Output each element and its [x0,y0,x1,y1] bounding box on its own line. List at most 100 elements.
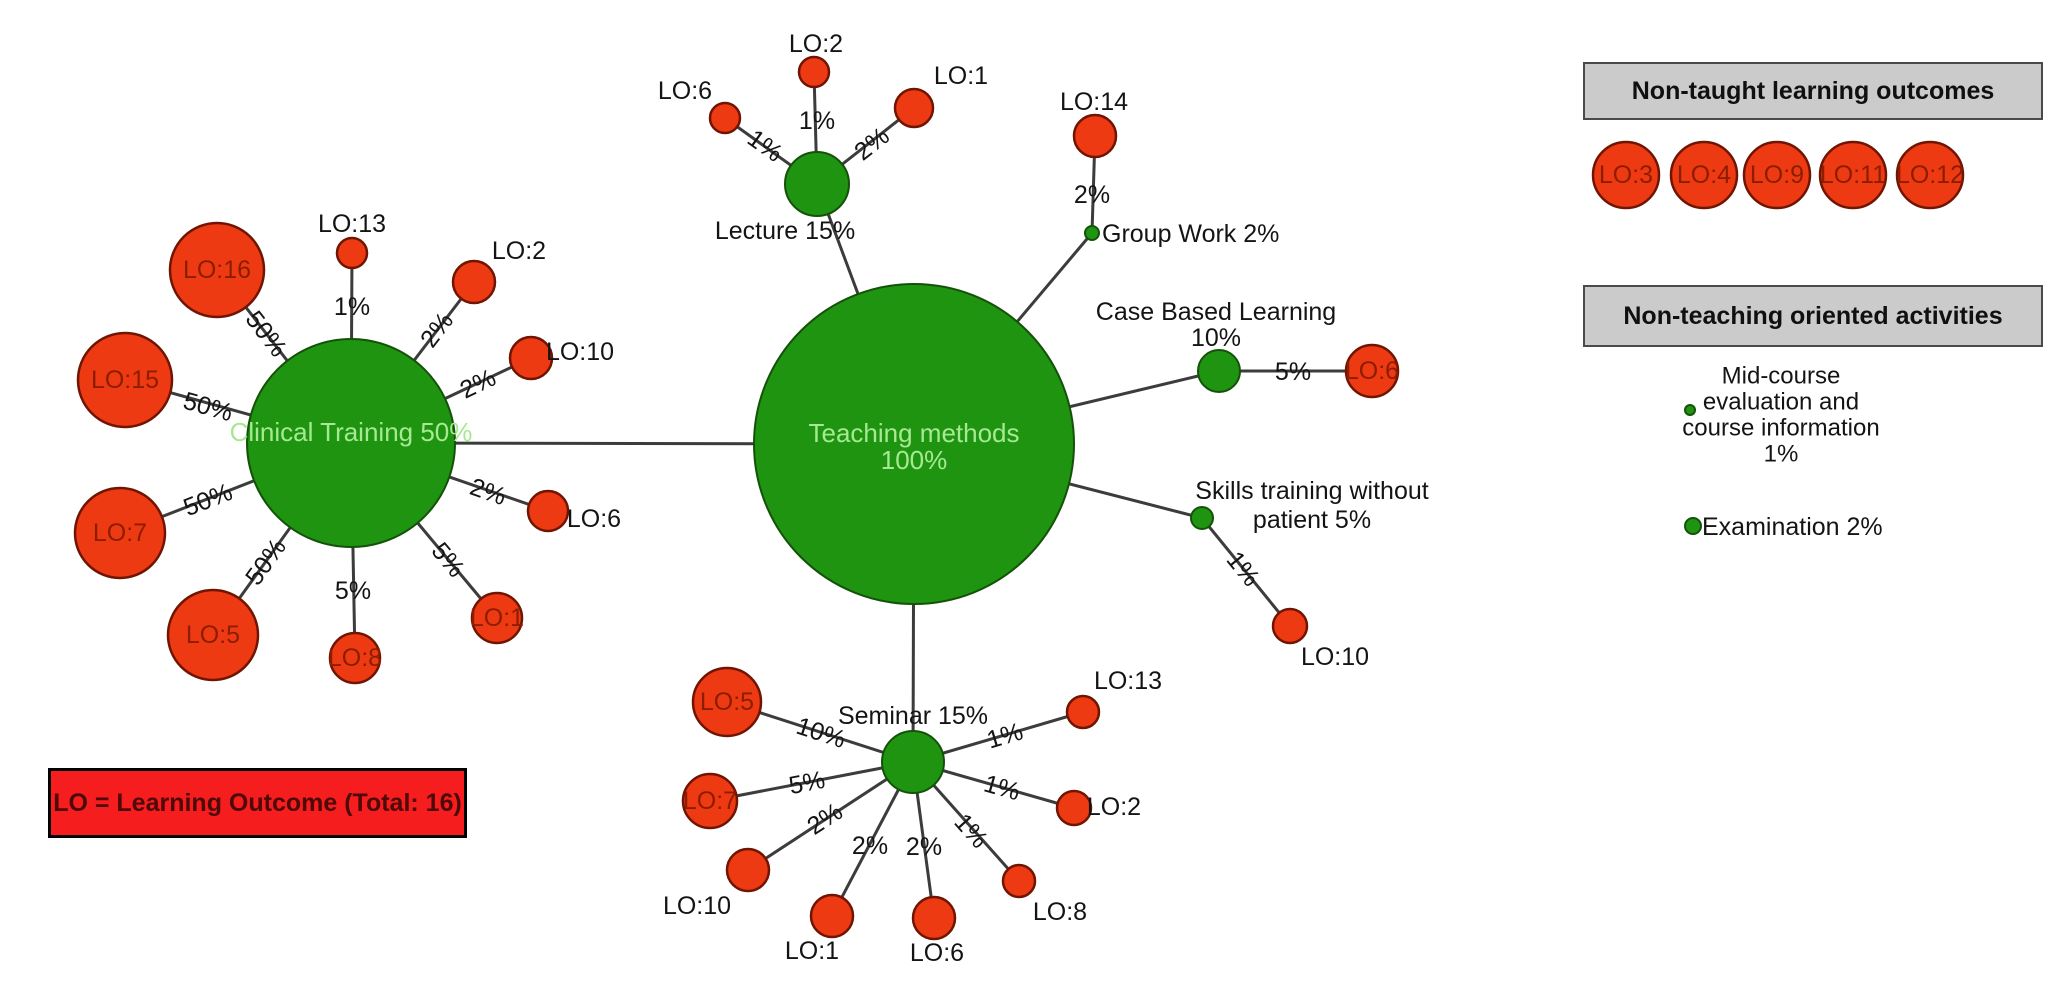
edge-pct-clinical-lo6_cl: 2% [466,473,509,511]
note-box: LO = Learning Outcome (Total: 16) [48,768,467,838]
outcome-node-lo7_sem [681,772,739,830]
edge-seminar-lo10_sem [747,760,914,872]
activity-node-seminar [881,730,945,794]
outcome-node-lo10_sem [725,847,771,893]
outcome-node-lo2_cl [451,259,497,305]
label-lo8_cl: LO:8 [328,644,382,672]
midcourse-text: Mid-course [1722,363,1841,390]
activity-node-clinical [246,338,456,548]
label-lo12_leg: LO:12 [1896,161,1964,189]
outcome-node-lo1_lec [893,87,935,129]
midcourse-text-line2: evaluation and [1703,389,1859,416]
outcome-node-lo11_leg [1818,140,1888,210]
label-skills-line2: patient 5% [1253,506,1371,534]
label-lo1_lec: LO:1 [934,62,988,90]
outcome-node-lo8_sem [1001,863,1037,899]
note-box-label: LO = Learning Outcome (Total: 16) [53,788,462,817]
legend-non-teaching-box: Non-teaching oriented activities [1583,285,2043,347]
label-lo2_cl: LO:2 [492,237,546,265]
label-seminar: Seminar 15% [838,702,988,730]
label-lo13_sem: LO:13 [1094,667,1162,695]
label-lo14: LO:14 [1060,88,1128,116]
label-lo2_lec: LO:2 [789,30,843,58]
outcome-node-lo1_cl [470,591,524,645]
label-lo1_cl: LO:1 [470,604,524,632]
edge-pct-clinical-lo2_cl: 2% [415,307,459,353]
label-lo2_sem: LO:2 [1087,793,1141,821]
label-lo11_leg: LO:11 [1820,161,1886,189]
outcome-node-lo1_sem [809,893,855,939]
edge-seminar-lo7_sem [709,760,914,803]
activity-node-lecture [784,151,850,217]
edge-pct-skills-lo10_sk: 1% [1221,546,1266,592]
outcome-node-lo10_sk [1271,607,1309,645]
outcome-node-lo14 [1072,113,1118,159]
outcome-node-lo9_leg [1742,140,1812,210]
legend-non-taught-box: Non-taught learning outcomes [1583,62,2043,120]
label-teaching-line2: 100% [881,445,948,475]
label-lo6_cl: LO:6 [567,505,621,533]
edge-skills-lo10_sk [1200,517,1292,627]
edge-pct-seminar-lo13_sem: 1% [984,717,1027,754]
label-lo9_leg: LO:9 [1750,161,1804,189]
edge-pct-clinical-lo8_cl: 5% [335,577,371,605]
activity-node-midcourse_dot [1684,404,1696,416]
label-lo6_cbl: LO:6 [1345,357,1399,385]
outcome-node-lo3_leg [1591,140,1661,210]
edge-pct-clinical-lo5_cl: 50% [240,534,292,591]
outcome-node-lo6_lec [708,101,742,135]
outcome-node-lo6_cbl [1344,343,1400,399]
outcome-node-lo13_sem [1065,694,1101,730]
outcome-node-lo12_leg [1895,140,1965,210]
label-lo4_leg: LO:4 [1677,161,1731,189]
label-lo10_sem: LO:10 [663,892,731,920]
outcome-node-lo16 [168,221,266,319]
edge-pct-lecture-lo2_lec: 1% [799,107,835,135]
edge-pct-groupwork-lo14: 2% [1074,181,1110,209]
label-lo6_sem: LO:6 [910,939,964,967]
label-skills: Skills training without [1195,477,1428,505]
label-lo5_cl: LO:5 [186,621,240,649]
outcome-node-lo10_cl [508,335,554,381]
label-lo7_sem: LO:7 [683,787,737,815]
edge-pct-lecture-lo6_lec: 1% [742,124,788,168]
label-lo1_sem: LO:1 [785,937,839,965]
activity-node-cbl [1197,349,1241,393]
edge-pct-cbl-lo6_cbl: 5% [1275,358,1311,386]
outcome-node-lo7_cl [73,486,167,580]
label-lecture: Lecture 15% [715,217,855,245]
label-lo16: LO:16 [183,256,251,284]
outcome-node-lo5_cl [166,588,260,682]
outcome-node-lo4_leg [1669,140,1739,210]
edge-pct-clinical-lo7_cl: 50% [180,478,237,522]
label-lo10_cl: LO:10 [546,338,614,366]
label-lo7_cl: LO:7 [93,519,147,547]
label-lo10_sk: LO:10 [1301,643,1369,671]
edge-pct-seminar-lo10_sem: 2% [802,797,848,840]
legend-non-teaching-title: Non-teaching oriented activities [1623,301,2003,330]
label-clinical: Clinical Training 50% [230,417,473,447]
label-lo8_sem: LO:8 [1033,898,1087,926]
label-teaching: Teaching methods [808,418,1019,448]
edge-pct-clinical-lo10_cl: 2% [456,364,501,405]
edge-pct-seminar-lo1_sem: 2% [852,832,888,860]
label-lo15: LO:15 [91,366,159,394]
outcome-node-lo2_sem [1055,789,1093,827]
activity-node-skills [1190,506,1214,530]
outcome-node-lo8_cl [328,631,382,685]
label-lo3_leg: LO:3 [1599,161,1653,189]
label-lo6_lec: LO:6 [658,77,712,105]
legend-non-taught-title: Non-taught learning outcomes [1631,76,1995,105]
edge-pct-seminar-lo2_sem: 1% [981,770,1023,807]
outcome-node-lo13_cl [335,236,369,270]
outcome-node-lo6_sem [911,895,957,941]
edge-pct-clinical-lo13_cl: 1% [334,293,370,321]
edge-pct-seminar-lo6_sem: 2% [906,833,942,861]
edge-pct-clinical-lo15: 50% [180,387,236,427]
label-cbl-line2: 10% [1191,324,1241,352]
label-cbl: Case Based Learning [1096,298,1336,326]
edge-pct-clinical-lo16: 50% [240,306,293,363]
outcome-node-lo15 [76,331,174,429]
